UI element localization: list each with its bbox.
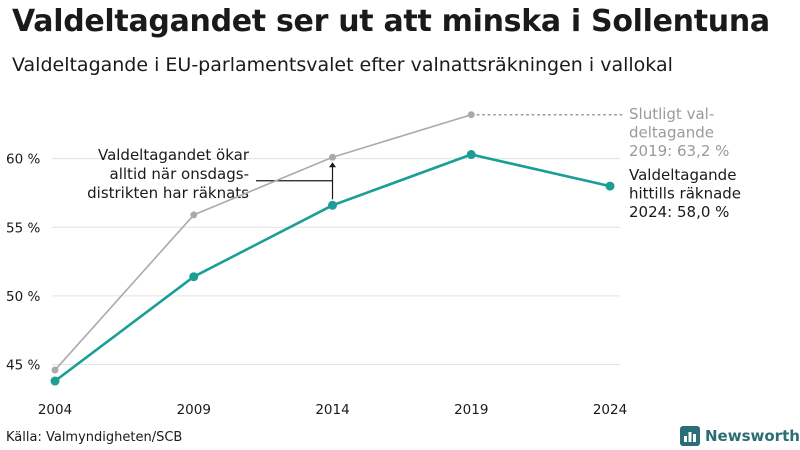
counted-label-text: Valdeltagande xyxy=(629,166,736,184)
note-arrow-head xyxy=(329,162,336,168)
x-axis: 2004 2009 2014 2019 2024 xyxy=(38,402,627,418)
x-tick-label: 2009 xyxy=(177,402,211,418)
gridlines xyxy=(52,158,620,366)
bar-chart-logo-icon xyxy=(680,426,700,446)
brand-logo[interactable]: Newsworthy xyxy=(680,426,800,446)
final-label-text: Slutligt val- xyxy=(629,105,714,123)
final-label-text: 2019: 63,2 % xyxy=(629,142,729,160)
y-tick-label: 45 % xyxy=(6,358,40,374)
series-lines xyxy=(50,111,615,386)
source-note: Källa: Valmyndigheten/SCB xyxy=(6,430,183,445)
data-point-final xyxy=(190,211,198,219)
data-point-counted xyxy=(466,150,476,160)
note-text-line: distrikten har räknats xyxy=(87,184,249,202)
x-tick-label: 2014 xyxy=(315,402,349,418)
data-point-counted xyxy=(328,200,337,210)
y-tick-label: 55 % xyxy=(6,220,40,236)
x-tick-label: 2019 xyxy=(454,402,488,418)
y-axis: 45 % 50 % 55 % 60 % xyxy=(6,152,40,374)
chart-title: Valdeltagandet ser ut att minska i Solle… xyxy=(12,4,770,39)
data-point-final xyxy=(329,153,336,161)
y-tick-label: 60 % xyxy=(6,152,40,168)
final-label-text: deltagande xyxy=(629,123,714,141)
note-text-line: alltid när onsdags- xyxy=(110,165,249,183)
data-point-counted xyxy=(605,181,615,191)
counted-label-text: 2024: 58,0 % xyxy=(629,203,729,221)
data-point-final xyxy=(51,366,59,374)
chart-subtitle: Valdeltagande i EU-parlamentsvalet efter… xyxy=(12,54,673,76)
y-tick-label: 50 % xyxy=(6,289,40,305)
counted-label-text: hittills räknade xyxy=(629,185,741,203)
x-tick-label: 2024 xyxy=(593,402,627,418)
x-tick-label: 2004 xyxy=(38,402,72,418)
brand-name: Newsworthy xyxy=(705,427,800,445)
note-text-line: Valdeltagandet ökar xyxy=(98,146,250,164)
data-point-final xyxy=(467,111,475,119)
data-point-counted xyxy=(50,376,60,386)
series-line-final xyxy=(54,113,472,371)
data-point-counted xyxy=(189,272,199,282)
